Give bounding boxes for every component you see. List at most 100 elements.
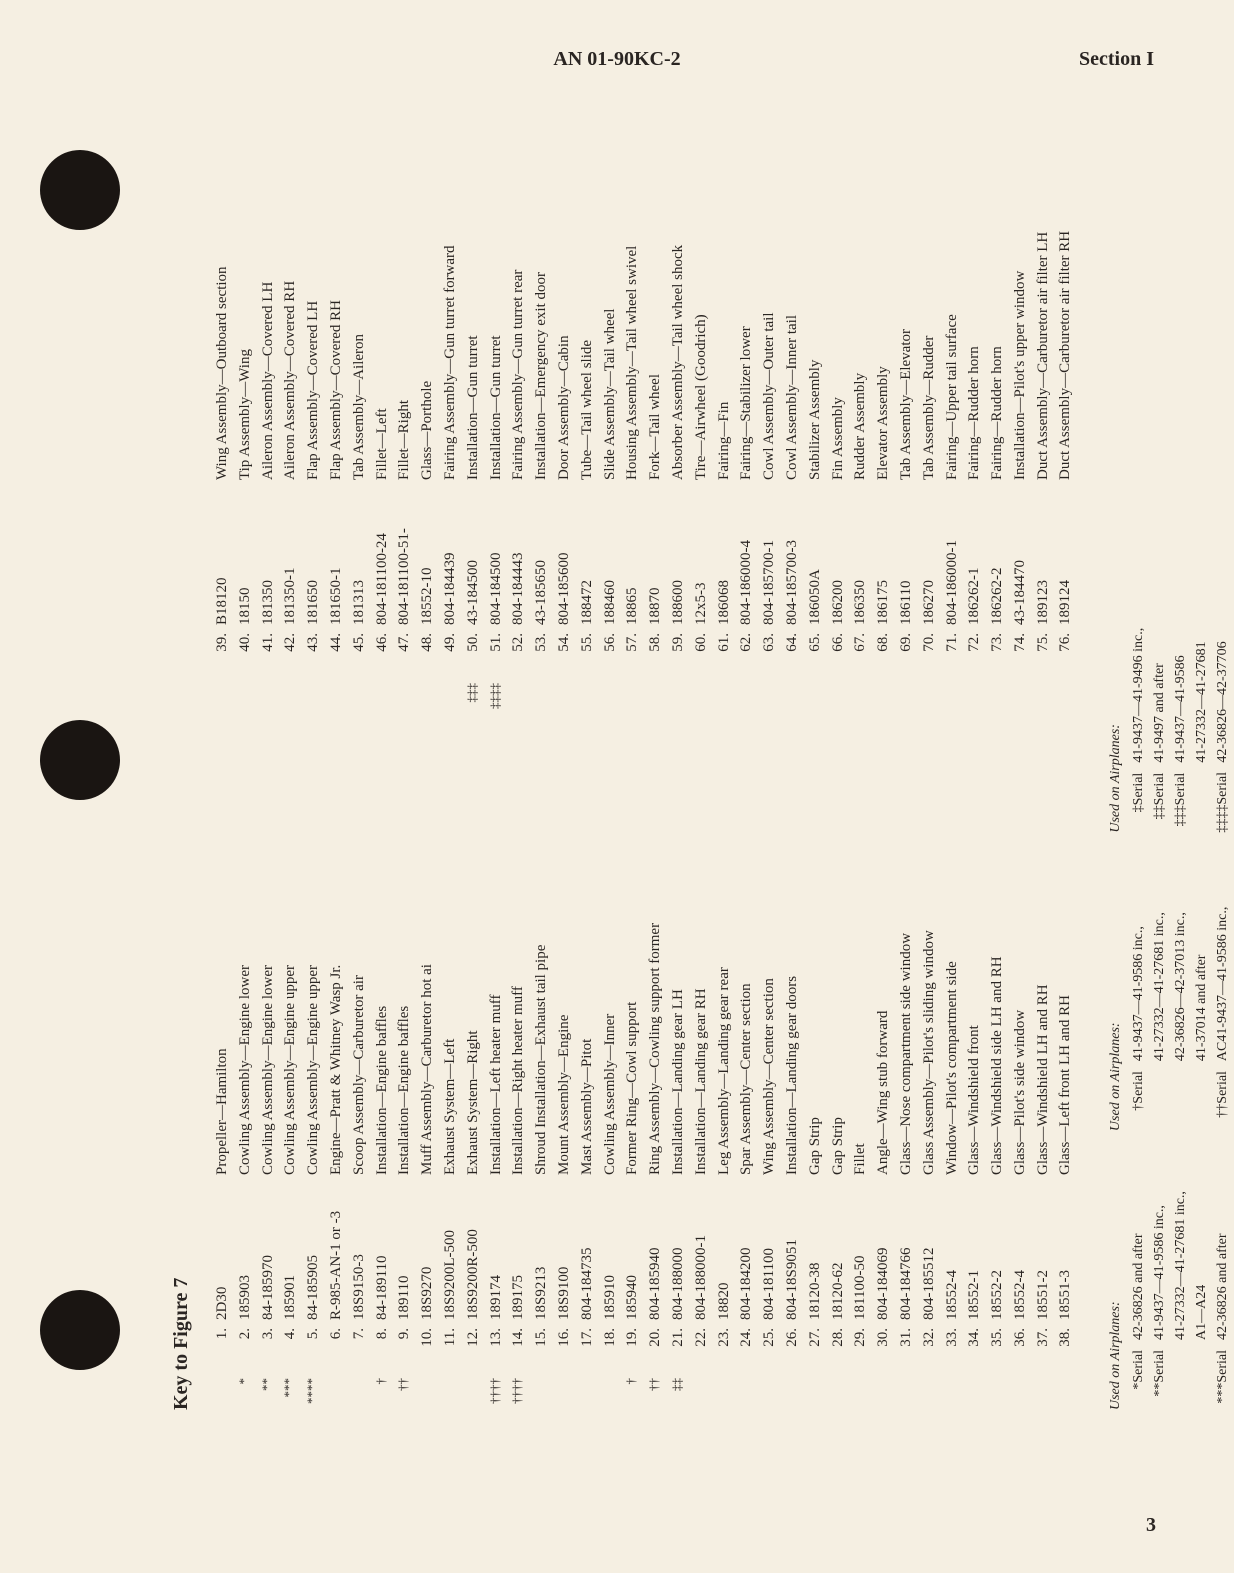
part-number: 18552-4 xyxy=(941,1175,964,1320)
part-description: Fillet xyxy=(849,785,872,1175)
part-number: 43-185650 xyxy=(530,480,553,625)
marker: † xyxy=(371,1376,394,1410)
part-row: 69.186110Tab Assembly—Elevator xyxy=(895,90,918,715)
item-number: 68. xyxy=(872,625,895,681)
part-description: Scoop Assembly—Carburetor air xyxy=(348,785,371,1175)
part-number: 18820 xyxy=(713,1175,736,1320)
footnote-text: 42-36826 and after xyxy=(1212,1233,1233,1340)
marker xyxy=(827,1376,850,1410)
part-description: Cowling Assembly—Engine lower xyxy=(257,785,280,1175)
part-row: 60.12x5-3Tire—Airwheel (Goodrich) xyxy=(690,90,713,715)
part-row: 54.804-185600Door Assembly—Cabin xyxy=(553,90,576,715)
part-description: Fairing Assembly—Gun turret forward xyxy=(439,90,462,480)
marker xyxy=(735,1376,758,1410)
item-number: 61. xyxy=(713,625,736,681)
part-description: Tube—Tail wheel slide xyxy=(576,90,599,480)
page-number: 3 xyxy=(1146,1514,1156,1537)
part-number: 84-189110 xyxy=(371,1175,394,1320)
part-row: 34.18552-1Glass—Windshield front xyxy=(963,785,986,1410)
part-number: 804-185512 xyxy=(918,1175,941,1320)
part-description: Aileron Assembly—Covered RH xyxy=(279,90,302,480)
part-row: 59.188600Absorber Assembly—Tail wheel sh… xyxy=(667,90,690,715)
part-number: 804-18S9051 xyxy=(781,1175,804,1320)
part-description: Glass—Left front LH and RH xyxy=(1054,785,1077,1175)
part-number: 804-184443 xyxy=(507,480,530,625)
part-number: 189110 xyxy=(393,1175,416,1320)
marker xyxy=(895,1376,918,1410)
marker: †††† xyxy=(485,1376,508,1410)
parts-column: 39.B18120Wing Assembly—Outboard section4… xyxy=(211,90,1077,715)
part-number: R-985-AN-1 or -3 xyxy=(325,1175,348,1320)
part-row: 37.18551-2Glass—Windshield LH and RH xyxy=(1032,785,1055,1410)
footnote-text: 41-9437—41-9586 inc., xyxy=(1149,1205,1170,1340)
marker xyxy=(1032,1376,1055,1410)
part-number: 2D30 xyxy=(211,1175,234,1320)
part-number: 18552-2 xyxy=(986,1175,1009,1320)
item-number: 56. xyxy=(599,625,622,681)
part-number: 18S9200L-500 xyxy=(439,1175,462,1320)
part-number: 18551-3 xyxy=(1054,1175,1077,1320)
item-number: 46. xyxy=(371,625,394,681)
part-description: Fairing—Rudder horn xyxy=(963,90,986,480)
item-number: 1. xyxy=(211,1320,234,1376)
marker: †† xyxy=(644,1376,667,1410)
part-description: Glass—Windshield front xyxy=(963,785,986,1175)
item-number: 29. xyxy=(849,1320,872,1376)
item-number: 63. xyxy=(758,625,781,681)
footnote-row: 41-37014 and after xyxy=(1191,893,1212,1131)
part-number: 804-186000-4 xyxy=(735,480,758,625)
part-row: 6.R-985-AN-1 or -3Engine—Pratt & Whitney… xyxy=(325,785,348,1410)
item-number: 66. xyxy=(827,625,850,681)
part-row: 58.18870Fork—Tail wheel xyxy=(644,90,667,715)
item-number: 23. xyxy=(713,1320,736,1376)
part-row: 38.18551-3Glass—Left front LH and RH xyxy=(1054,785,1077,1410)
footnote-row: 41-27332—41-27681 inc., xyxy=(1149,893,1170,1131)
item-number: 74. xyxy=(1009,625,1032,681)
part-description: Stabilizer Assembly xyxy=(804,90,827,480)
part-number: 18552-4 xyxy=(1009,1175,1032,1320)
item-number: 73. xyxy=(986,625,1009,681)
marker xyxy=(918,1376,941,1410)
item-number: 62. xyxy=(735,625,758,681)
footnote-row: A1—A24 xyxy=(1191,1191,1212,1410)
item-number: 24. xyxy=(735,1320,758,1376)
part-row: 41.181350Aileron Assembly—Covered LH xyxy=(257,90,280,715)
part-row: 10.18S9270Muff Assembly—Carburetor hot a… xyxy=(416,785,439,1410)
marker xyxy=(1009,1376,1032,1410)
item-number: 48. xyxy=(416,625,439,681)
part-row: 40.18150Tip Assembly—Wing xyxy=(234,90,257,715)
part-row: ††20.804-185940Ring Assembly—Cowling sup… xyxy=(644,785,667,1410)
part-description: Cowl Assembly—Outer tail xyxy=(758,90,781,480)
part-description: Muff Assembly—Carburetor hot ai xyxy=(416,785,439,1175)
part-number: 186262-2 xyxy=(986,480,1009,625)
part-description: Spar Assembly—Center section xyxy=(735,785,758,1175)
footnote-marker: ***Serial xyxy=(1212,1340,1233,1410)
item-number: 15. xyxy=(530,1320,553,1376)
marker: ‡‡‡ xyxy=(462,681,485,715)
footnote-row: *Serial42-36826 and after xyxy=(1128,1191,1149,1410)
part-number: 804-188000-1 xyxy=(690,1175,713,1320)
part-number: 804-184766 xyxy=(895,1175,918,1320)
footnote-marker: *Serial xyxy=(1128,1340,1149,1410)
part-number: 181650 xyxy=(302,480,325,625)
footnote-marker: ‡‡‡Serial xyxy=(1170,763,1191,833)
footnote-heading: Used on Airplanes: xyxy=(1105,1191,1126,1410)
part-description: Installation—Gun turret xyxy=(462,90,485,480)
part-number: 186175 xyxy=(872,480,895,625)
footnote-column: Used on Airplanes:‡Serial41-9437—41-9496… xyxy=(1105,628,1234,833)
marker xyxy=(804,1376,827,1410)
part-row: 72.186262-1Fairing—Rudder horn xyxy=(963,90,986,715)
part-number: 84-185905 xyxy=(302,1175,325,1320)
part-number: 18150 xyxy=(234,480,257,625)
footnotes: Used on Airplanes:*Serial42-36826 and af… xyxy=(1105,90,1234,1410)
part-row: 56.188460Slide Assembly—Tail wheel xyxy=(599,90,622,715)
part-row: 46.804-181100-24Fillet—Left xyxy=(371,90,394,715)
marker xyxy=(735,681,758,715)
footnote-text: 41-27332—41-27681 inc., xyxy=(1170,1191,1191,1340)
part-number: 84-185970 xyxy=(257,1175,280,1320)
footnote-row: ‡‡‡‡Serial42-36826—42-37706 xyxy=(1212,628,1233,833)
part-number: 18865 xyxy=(621,480,644,625)
part-number: 186110 xyxy=(895,480,918,625)
marker xyxy=(393,681,416,715)
part-number: 189174 xyxy=(485,1175,508,1320)
